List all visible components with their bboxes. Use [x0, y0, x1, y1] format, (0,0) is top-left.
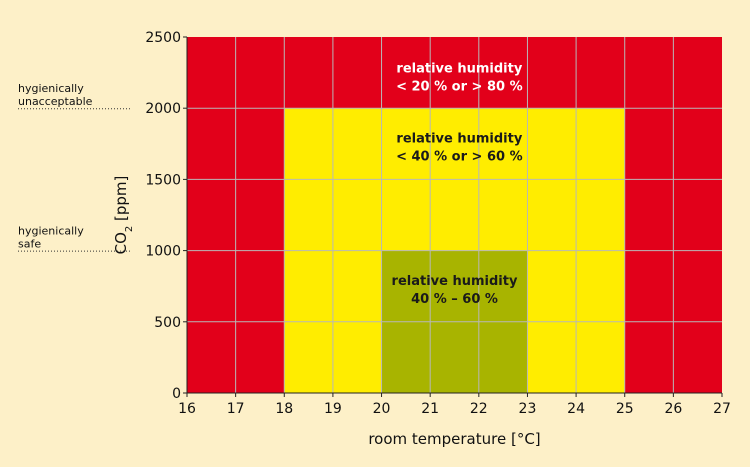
- x-tick-label: 18: [275, 401, 293, 417]
- x-tick-label: 23: [519, 401, 537, 417]
- y-tick-label: 2500: [145, 30, 181, 46]
- x-tick-label: 24: [567, 401, 585, 417]
- zone-label-yellow: relative humidity < 40 % or > 60 %: [396, 131, 523, 164]
- x-tick-label: 25: [616, 401, 634, 417]
- zone-label-red: relative humidity < 20 % or > 80 %: [396, 62, 523, 95]
- x-tick-label: 27: [713, 401, 731, 417]
- x-tick-label: 19: [324, 401, 342, 417]
- x-tick-label: 21: [421, 401, 439, 417]
- zone-label-green: relative humidity 40 % – 60 %: [392, 274, 518, 307]
- y-tick-label: 500: [154, 315, 181, 331]
- y-tick-label: 1500: [145, 172, 181, 188]
- x-tick-label: 20: [373, 401, 391, 417]
- x-tick-label: 26: [664, 401, 682, 417]
- x-tick-label: 16: [178, 401, 196, 417]
- y-tick-label: 0: [172, 386, 181, 402]
- reference-label: unacceptable: [18, 95, 93, 108]
- y-axis-title: CO2 [ppm]: [112, 176, 135, 255]
- x-tick-label: 22: [470, 401, 488, 417]
- x-tick-label: 17: [227, 401, 245, 417]
- reference-label: safe: [18, 238, 41, 251]
- y-tick-label: 1000: [145, 244, 181, 260]
- x-axis-title: room temperature [°C]: [368, 430, 540, 448]
- reference-label: hygienically: [18, 82, 84, 95]
- y-tick-label: 2000: [145, 101, 181, 117]
- reference-label: hygienically: [18, 225, 84, 238]
